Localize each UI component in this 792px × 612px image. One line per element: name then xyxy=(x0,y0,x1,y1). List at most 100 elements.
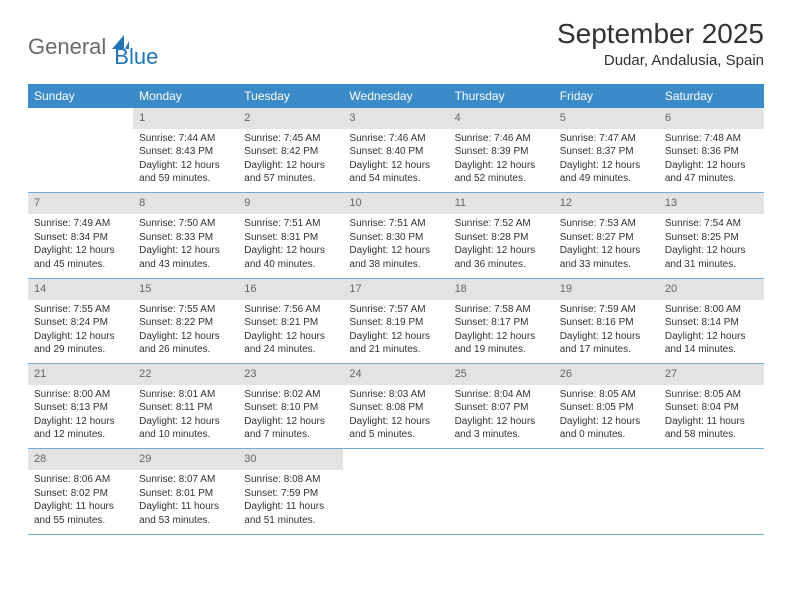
title-block: September 2025 Dudar, Andalusia, Spain xyxy=(557,18,764,69)
daylight-text: and 55 minutes. xyxy=(34,514,127,528)
day-cell: Sunrise: 7:50 AMSunset: 8:33 PMDaylight:… xyxy=(133,214,238,278)
sunrise-text: Sunrise: 7:44 AM xyxy=(139,132,232,146)
daylight-text: Daylight: 11 hours xyxy=(665,415,758,429)
daylight-text: Daylight: 12 hours xyxy=(139,244,232,258)
daylight-text: Daylight: 12 hours xyxy=(349,159,442,173)
day-cell: Sunrise: 7:46 AMSunset: 8:39 PMDaylight:… xyxy=(449,129,554,193)
sunset-text: Sunset: 8:21 PM xyxy=(244,316,337,330)
sunset-text: Sunset: 8:34 PM xyxy=(34,231,127,245)
daylight-text: Daylight: 12 hours xyxy=(244,330,337,344)
sunrise-text: Sunrise: 7:49 AM xyxy=(34,217,127,231)
day-number: 28 xyxy=(28,449,133,470)
sunset-text: Sunset: 8:33 PM xyxy=(139,231,232,245)
day-number-row: 282930 xyxy=(28,449,764,470)
daylight-text: and 19 minutes. xyxy=(455,343,548,357)
daylight-text: and 36 minutes. xyxy=(455,258,548,272)
day-cell: Sunrise: 7:53 AMSunset: 8:27 PMDaylight:… xyxy=(554,214,659,278)
day-cell: Sunrise: 7:55 AMSunset: 8:24 PMDaylight:… xyxy=(28,300,133,364)
daylight-text: and 21 minutes. xyxy=(349,343,442,357)
day-cell: Sunrise: 8:00 AMSunset: 8:14 PMDaylight:… xyxy=(659,300,764,364)
day-cell: Sunrise: 8:00 AMSunset: 8:13 PMDaylight:… xyxy=(28,385,133,449)
daylight-text: Daylight: 12 hours xyxy=(139,415,232,429)
daylight-text: Daylight: 12 hours xyxy=(665,244,758,258)
daylight-text: and 45 minutes. xyxy=(34,258,127,272)
daylight-text: and 52 minutes. xyxy=(455,172,548,186)
location: Dudar, Andalusia, Spain xyxy=(557,52,764,69)
calendar-page: General Blue September 2025 Dudar, Andal… xyxy=(0,0,792,553)
weekday-header: Sunday xyxy=(28,84,133,108)
sunset-text: Sunset: 8:30 PM xyxy=(349,231,442,245)
sunset-text: Sunset: 8:19 PM xyxy=(349,316,442,330)
daylight-text: and 5 minutes. xyxy=(349,428,442,442)
sunrise-text: Sunrise: 7:48 AM xyxy=(665,132,758,146)
day-number: 18 xyxy=(449,278,554,299)
daylight-text: and 33 minutes. xyxy=(560,258,653,272)
weekday-header-row: Sunday Monday Tuesday Wednesday Thursday… xyxy=(28,84,764,108)
day-number-row: 123456 xyxy=(28,108,764,129)
sunrise-text: Sunrise: 7:58 AM xyxy=(455,303,548,317)
daylight-text: and 10 minutes. xyxy=(139,428,232,442)
day-cell xyxy=(554,470,659,534)
day-number: 17 xyxy=(343,278,448,299)
daylight-text: and 3 minutes. xyxy=(455,428,548,442)
day-cell: Sunrise: 8:07 AMSunset: 8:01 PMDaylight:… xyxy=(133,470,238,534)
sunset-text: Sunset: 8:36 PM xyxy=(665,145,758,159)
sunrise-text: Sunrise: 7:50 AM xyxy=(139,217,232,231)
sunrise-text: Sunrise: 7:59 AM xyxy=(560,303,653,317)
daylight-text: Daylight: 12 hours xyxy=(455,244,548,258)
daylight-text: and 57 minutes. xyxy=(244,172,337,186)
day-number: 4 xyxy=(449,108,554,129)
day-number: 11 xyxy=(449,193,554,214)
day-number: 29 xyxy=(133,449,238,470)
daylight-text: and 38 minutes. xyxy=(349,258,442,272)
day-content-row: Sunrise: 7:44 AMSunset: 8:43 PMDaylight:… xyxy=(28,129,764,193)
sunrise-text: Sunrise: 8:06 AM xyxy=(34,473,127,487)
daylight-text: and 31 minutes. xyxy=(665,258,758,272)
sunrise-text: Sunrise: 8:05 AM xyxy=(560,388,653,402)
daylight-text: Daylight: 12 hours xyxy=(665,159,758,173)
sunrise-text: Sunrise: 7:46 AM xyxy=(455,132,548,146)
day-number: 8 xyxy=(133,193,238,214)
day-number: 20 xyxy=(659,278,764,299)
daylight-text: Daylight: 12 hours xyxy=(455,159,548,173)
logo-text-general: General xyxy=(28,34,106,60)
sunrise-text: Sunrise: 8:01 AM xyxy=(139,388,232,402)
sunset-text: Sunset: 7:59 PM xyxy=(244,487,337,501)
sunset-text: Sunset: 8:25 PM xyxy=(665,231,758,245)
sunrise-text: Sunrise: 7:46 AM xyxy=(349,132,442,146)
day-number: 16 xyxy=(238,278,343,299)
sunrise-text: Sunrise: 8:00 AM xyxy=(34,388,127,402)
sunset-text: Sunset: 8:31 PM xyxy=(244,231,337,245)
daylight-text: Daylight: 12 hours xyxy=(349,244,442,258)
sunset-text: Sunset: 8:28 PM xyxy=(455,231,548,245)
day-number: 25 xyxy=(449,364,554,385)
daylight-text: and 12 minutes. xyxy=(34,428,127,442)
day-number: 30 xyxy=(238,449,343,470)
day-cell: Sunrise: 8:08 AMSunset: 7:59 PMDaylight:… xyxy=(238,470,343,534)
day-number-row: 14151617181920 xyxy=(28,278,764,299)
sunrise-text: Sunrise: 8:05 AM xyxy=(665,388,758,402)
daylight-text: and 7 minutes. xyxy=(244,428,337,442)
sunset-text: Sunset: 8:22 PM xyxy=(139,316,232,330)
day-number: 2 xyxy=(238,108,343,129)
day-number: 15 xyxy=(133,278,238,299)
calendar-table: Sunday Monday Tuesday Wednesday Thursday… xyxy=(28,84,764,535)
sunset-text: Sunset: 8:14 PM xyxy=(665,316,758,330)
day-cell: Sunrise: 7:55 AMSunset: 8:22 PMDaylight:… xyxy=(133,300,238,364)
day-cell: Sunrise: 7:51 AMSunset: 8:31 PMDaylight:… xyxy=(238,214,343,278)
day-cell: Sunrise: 8:05 AMSunset: 8:04 PMDaylight:… xyxy=(659,385,764,449)
daylight-text: Daylight: 11 hours xyxy=(34,500,127,514)
daylight-text: Daylight: 12 hours xyxy=(34,415,127,429)
sunrise-text: Sunrise: 7:54 AM xyxy=(665,217,758,231)
daylight-text: Daylight: 12 hours xyxy=(34,330,127,344)
sunrise-text: Sunrise: 8:03 AM xyxy=(349,388,442,402)
day-cell: Sunrise: 7:56 AMSunset: 8:21 PMDaylight:… xyxy=(238,300,343,364)
day-cell: Sunrise: 7:58 AMSunset: 8:17 PMDaylight:… xyxy=(449,300,554,364)
daylight-text: and 43 minutes. xyxy=(139,258,232,272)
sunset-text: Sunset: 8:16 PM xyxy=(560,316,653,330)
daylight-text: Daylight: 11 hours xyxy=(139,500,232,514)
day-cell: Sunrise: 7:47 AMSunset: 8:37 PMDaylight:… xyxy=(554,129,659,193)
day-number xyxy=(449,449,554,470)
day-cell xyxy=(28,129,133,193)
sunset-text: Sunset: 8:40 PM xyxy=(349,145,442,159)
